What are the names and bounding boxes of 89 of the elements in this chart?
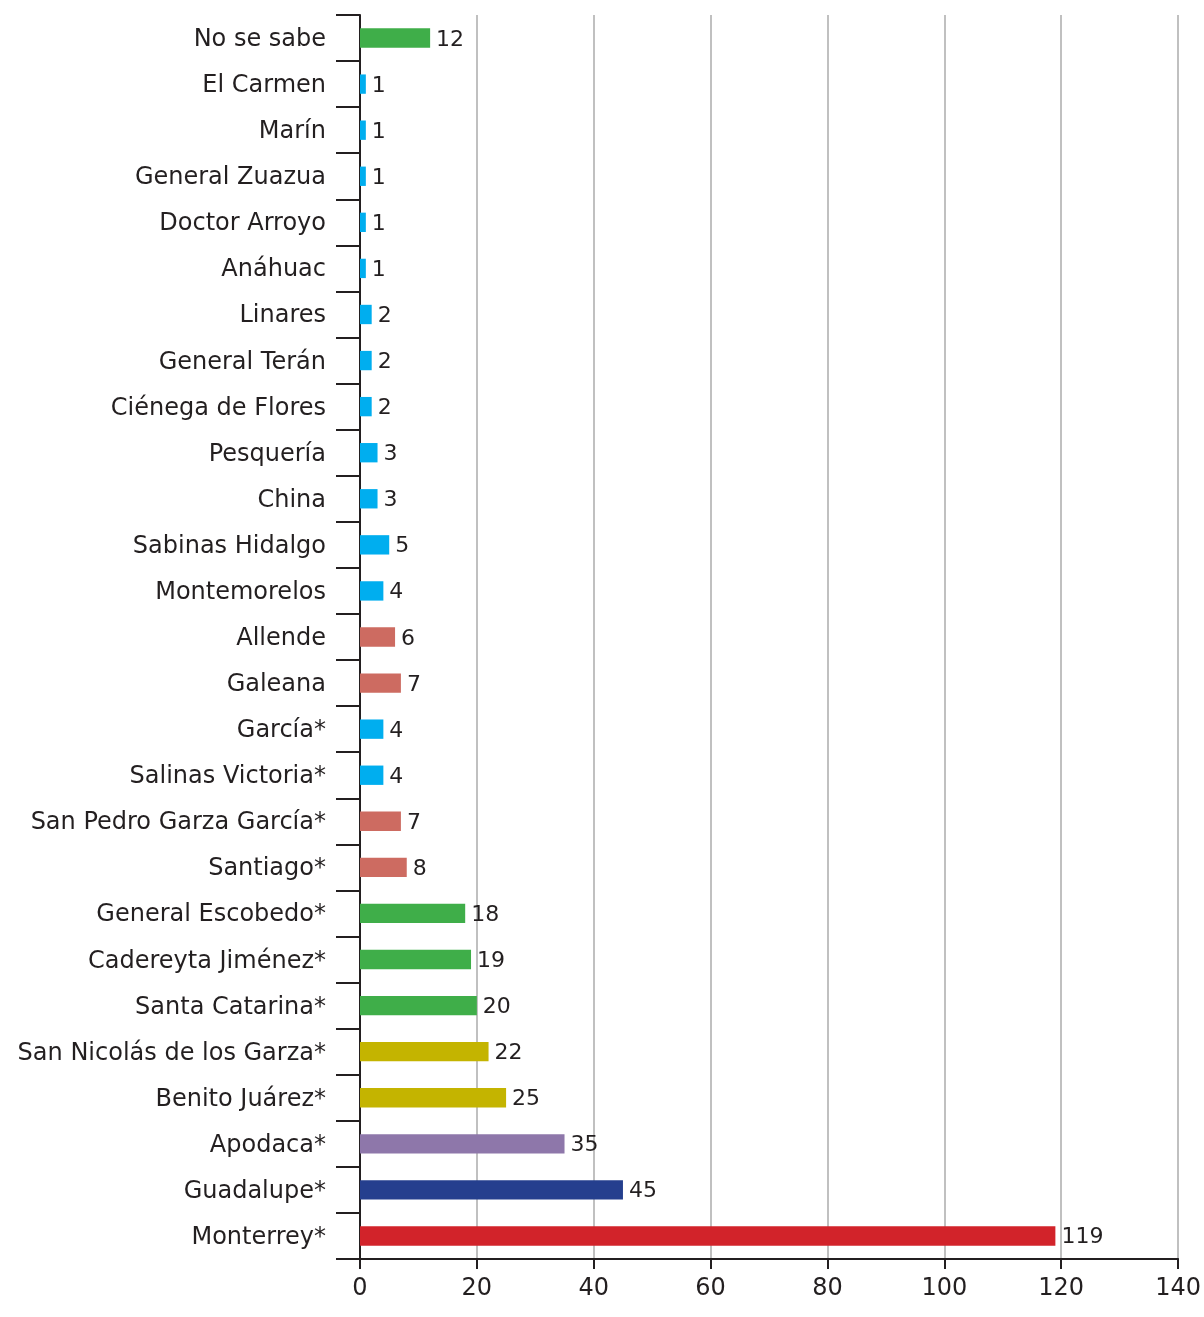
data-label: 119 xyxy=(1061,1223,1104,1249)
data-label: 7 xyxy=(406,670,421,696)
y-tick-label: San Pedro Garza García* xyxy=(30,807,326,836)
y-tick-label: China xyxy=(257,484,326,513)
data-label: 22 xyxy=(494,1039,523,1065)
data-label: 35 xyxy=(570,1131,599,1157)
data-label: 7 xyxy=(406,808,421,834)
y-tick-label: General Terán xyxy=(158,346,326,375)
y-tick-label: Ciénega de Flores xyxy=(110,392,326,421)
y-tick-label: San Nicolás de los Garza* xyxy=(17,1037,326,1066)
x-tick-label: 100 xyxy=(921,1273,968,1301)
data-label: 3 xyxy=(383,486,398,512)
y-tick-label: Galeana xyxy=(226,669,326,698)
y-tick-label: Marín xyxy=(258,116,326,145)
y-tick-label: Santiago* xyxy=(208,853,326,882)
data-label: 25 xyxy=(512,1085,541,1111)
x-tick-label: 80 xyxy=(812,1273,843,1301)
data-label: 5 xyxy=(395,532,410,558)
y-tick-label: General Zuazua xyxy=(134,162,326,191)
y-tick-label: Doctor Arroyo xyxy=(159,208,326,237)
bar xyxy=(360,28,431,48)
bar xyxy=(360,1088,507,1108)
data-label: 2 xyxy=(377,348,392,374)
x-tick-label: 120 xyxy=(1038,1273,1085,1301)
bar xyxy=(360,74,366,94)
bar xyxy=(360,535,390,555)
data-label: 2 xyxy=(377,394,392,420)
y-tick-label: Apodaca* xyxy=(209,1129,326,1158)
bar xyxy=(360,120,366,140)
bar xyxy=(360,581,384,601)
data-label: 4 xyxy=(389,578,404,604)
y-tick-label: Pesquería xyxy=(208,438,326,467)
bar xyxy=(360,949,472,970)
x-tick-label: 20 xyxy=(461,1273,493,1301)
y-tick-label: Anáhuac xyxy=(221,254,326,283)
y-tick-label: Santa Catarina* xyxy=(135,991,326,1020)
bar xyxy=(360,1180,623,1200)
x-tick-label: 0 xyxy=(352,1273,368,1301)
y-tick-label: Montemorelos xyxy=(155,576,326,605)
data-label: 1 xyxy=(371,209,386,235)
bar xyxy=(360,212,366,233)
data-label: 1 xyxy=(371,255,386,281)
y-tick-label: Benito Juárez* xyxy=(155,1083,326,1112)
data-label: 4 xyxy=(389,716,404,742)
bar xyxy=(360,443,378,463)
bar xyxy=(360,995,477,1016)
data-label: 4 xyxy=(389,762,404,788)
y-tick-label: Sabinas Hidalgo xyxy=(132,530,326,559)
data-label: 12 xyxy=(436,25,465,51)
data-label: 18 xyxy=(471,900,500,926)
data-label: 1 xyxy=(371,71,386,97)
bar xyxy=(360,1041,489,1062)
data-label: 45 xyxy=(628,1177,657,1203)
bar xyxy=(360,166,366,186)
data-label: 20 xyxy=(482,993,511,1019)
x-tick-label: 40 xyxy=(578,1273,610,1301)
bar xyxy=(360,627,396,647)
bar xyxy=(360,1134,565,1154)
bar xyxy=(360,489,378,509)
bar xyxy=(360,765,384,785)
bar xyxy=(360,903,466,924)
y-tick-label: Linares xyxy=(239,300,326,329)
data-label: 1 xyxy=(371,163,386,189)
y-tick-label: Allende xyxy=(236,623,326,651)
bar xyxy=(360,673,401,693)
y-tick-label: El Carmen xyxy=(202,70,326,99)
y-tick-label: General Escobedo* xyxy=(96,899,326,928)
y-tick-label: Cadereyta Jiménez* xyxy=(88,945,326,974)
y-tick-label: Guadalupe* xyxy=(183,1175,326,1204)
data-label: 19 xyxy=(477,947,506,973)
bar xyxy=(360,258,366,279)
bar xyxy=(360,304,372,325)
data-label: 2 xyxy=(377,301,392,327)
bar xyxy=(360,1226,1056,1246)
data-label: 8 xyxy=(412,854,427,880)
data-label: 1 xyxy=(371,117,386,143)
bar xyxy=(360,811,401,831)
x-tick-label: 140 xyxy=(1155,1273,1201,1301)
data-label: 3 xyxy=(383,440,398,466)
bar xyxy=(360,857,407,878)
data-label: 6 xyxy=(401,624,416,650)
bar xyxy=(360,719,384,739)
x-tick-label: 60 xyxy=(695,1273,726,1301)
y-tick-label: No se sabe xyxy=(193,24,326,53)
y-tick-label: García* xyxy=(236,715,326,744)
y-tick-label: Salinas Victoria* xyxy=(129,761,326,790)
bar xyxy=(360,396,372,417)
y-tick-label: Monterrey* xyxy=(191,1221,326,1250)
bar xyxy=(360,350,372,371)
